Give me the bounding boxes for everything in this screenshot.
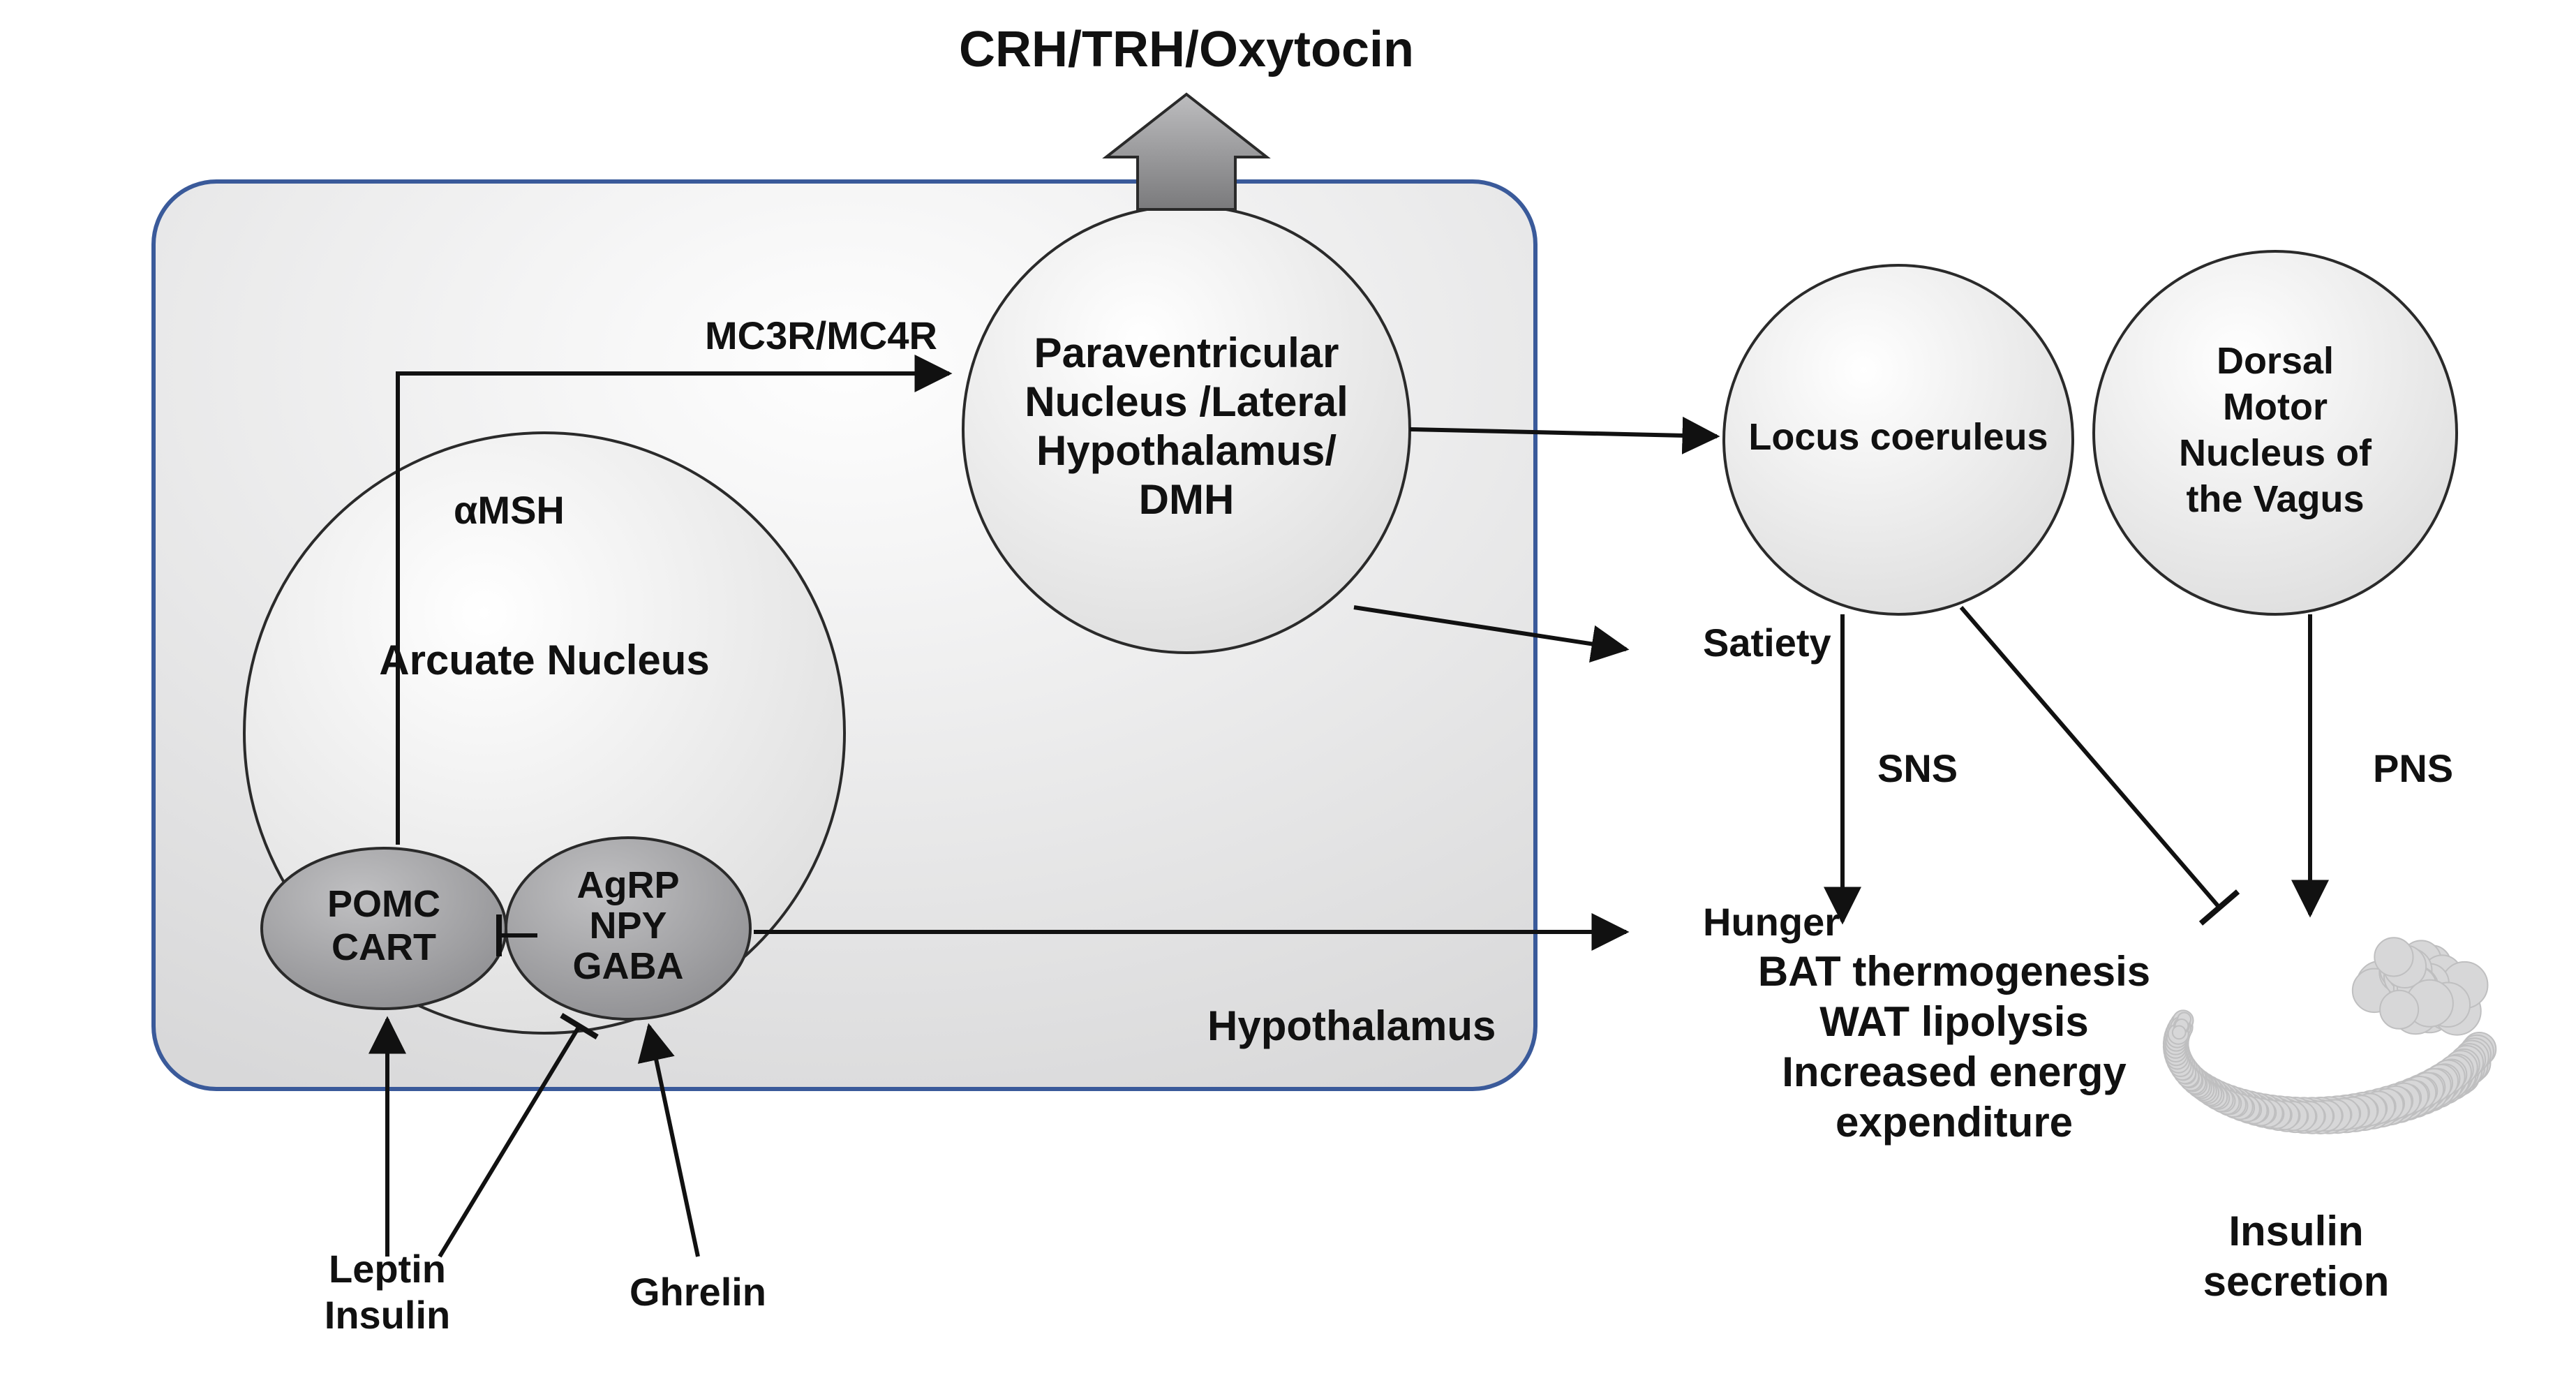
hypothalamus-label: Hypothalamus — [1207, 1002, 1496, 1049]
ghrelin-label: Ghrelin — [630, 1270, 766, 1314]
diagram-canvas: Hypothalamus Arcuate Nucleus POMCCART Ag… — [0, 0, 2576, 1378]
crh-label: CRH/TRH/Oxytocin — [959, 22, 1414, 77]
hunger-label: Hunger — [1703, 900, 1840, 944]
pancreas-icon — [2164, 938, 2496, 1134]
satiety-label: Satiety — [1703, 621, 1831, 665]
arcuate-nucleus-label: Arcuate Nucleus — [379, 637, 710, 683]
mc3r-mc4r-label: MC3R/MC4R — [705, 313, 937, 357]
bat-outputs-label: BAT thermogenesisWAT lipolysisIncreased … — [1758, 948, 2150, 1146]
leptin-insulin-label: LeptinInsulin — [325, 1247, 450, 1337]
sns-label: SNS — [1877, 746, 1958, 790]
amsh-label: αMSH — [454, 488, 565, 532]
sns-inhibit-line — [1961, 607, 2238, 924]
locus-coeruleus-label: Locus coeruleus — [1748, 416, 2048, 458]
insulin-secretion-label: Insulinsecretion — [2203, 1208, 2390, 1305]
pns-label: PNS — [2373, 746, 2453, 790]
